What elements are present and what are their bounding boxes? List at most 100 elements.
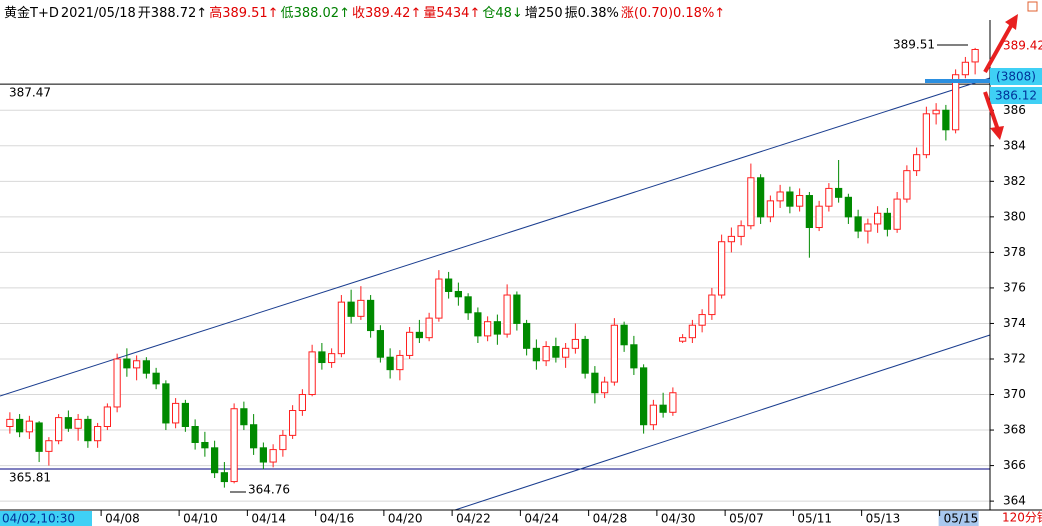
x-tick-label: 04/30 xyxy=(661,512,696,526)
header-field: 黄金T+D xyxy=(4,6,59,21)
y-tick-label: 382 xyxy=(1003,174,1026,188)
candle-body xyxy=(318,351,326,364)
candle-body xyxy=(766,200,774,218)
arrow-down-head xyxy=(990,126,1004,140)
candle-body xyxy=(854,216,862,232)
candle-body xyxy=(893,198,901,230)
candle-body xyxy=(874,212,882,225)
candle-body xyxy=(84,418,92,442)
candle-body xyxy=(396,354,404,371)
x-tick-label: 04/22 xyxy=(456,512,491,526)
candle-body xyxy=(542,346,550,362)
candle-body xyxy=(240,408,248,426)
candle-body xyxy=(347,301,355,317)
x-tick-label: 04/24 xyxy=(524,512,559,526)
candle-body xyxy=(386,356,394,371)
y-tick-label: 376 xyxy=(1003,280,1026,294)
candle-body xyxy=(737,225,745,237)
arrow-down xyxy=(983,91,1000,131)
candle-body xyxy=(45,440,53,452)
header-field: 增250 xyxy=(524,6,563,21)
candle-body xyxy=(942,109,950,131)
x-tick-label: 04/14 xyxy=(251,512,286,526)
candle-body xyxy=(259,447,267,463)
header-field: 涨(0.70)0.18%↑ xyxy=(620,6,726,21)
candle-body xyxy=(513,294,521,324)
candle-body xyxy=(913,154,921,172)
candle-body xyxy=(883,212,891,230)
candle-body xyxy=(35,422,43,452)
arrow-up-head xyxy=(1005,14,1018,30)
cursor-price-box xyxy=(990,87,1042,104)
candle-body xyxy=(474,312,482,337)
candle-body xyxy=(571,338,579,349)
candle-body xyxy=(445,278,453,292)
candle-body xyxy=(123,358,131,369)
arrow-up xyxy=(983,23,1014,73)
header-field: 量5434↑ xyxy=(423,6,481,21)
x-tick-label: 05/07 xyxy=(729,512,764,526)
candle-body xyxy=(94,425,102,442)
candle-body xyxy=(601,381,609,394)
corner-icon xyxy=(1027,1,1038,12)
channel-upper xyxy=(0,77,991,397)
candle-body xyxy=(922,113,930,156)
candle-body xyxy=(191,425,199,443)
y-tick-label: 366 xyxy=(1003,458,1026,472)
candle-body xyxy=(113,358,121,408)
candle-body xyxy=(464,296,472,314)
candle-body xyxy=(971,48,979,63)
high-label: 389.51 xyxy=(893,38,935,52)
current-date-box xyxy=(938,511,979,526)
candle-body xyxy=(688,324,696,339)
candle-body xyxy=(308,351,316,396)
candle-body xyxy=(25,420,33,433)
candle-body xyxy=(679,337,687,342)
cursor-time-box xyxy=(0,511,92,526)
candle-body xyxy=(669,392,677,413)
candle-body xyxy=(747,177,755,227)
x-tick-label: 04/10 xyxy=(183,512,218,526)
candle-body xyxy=(250,424,258,449)
candle-body xyxy=(201,441,209,449)
y-tick-label: 374 xyxy=(1003,316,1026,330)
header-field: 2021/05/18 xyxy=(60,6,136,21)
candle-body xyxy=(367,299,375,332)
candle-body xyxy=(289,410,297,436)
candle-body xyxy=(152,372,160,385)
quote-header: 黄金T+D 2021/05/18 开388.72↑ 高389.51↑ 低388.02↑ 收… xyxy=(4,2,727,21)
candle-body xyxy=(805,195,813,229)
candle-body xyxy=(815,205,823,229)
candle-body xyxy=(649,404,657,426)
candle-body xyxy=(698,314,706,326)
candle-body xyxy=(415,331,423,339)
candle-body xyxy=(620,324,628,346)
x-tick-label: 04/08 xyxy=(105,512,140,526)
header-field: 收389.42↑ xyxy=(351,6,422,21)
y-tick-label: 370 xyxy=(1003,387,1026,401)
candle-body xyxy=(269,449,277,463)
candle-body xyxy=(659,404,667,413)
candle-body xyxy=(562,347,570,358)
candle-body xyxy=(74,418,82,429)
candle-body xyxy=(103,406,111,427)
x-tick-label: 05/15 xyxy=(944,512,979,526)
x-tick-label: 04/16 xyxy=(320,512,355,526)
candle-body xyxy=(328,353,336,364)
candle-body xyxy=(172,402,180,424)
period-label: 120分钟 xyxy=(1002,510,1042,525)
cursor-volume: (3808) xyxy=(996,70,1036,84)
candle-body xyxy=(786,191,794,207)
x-tick-label: 05/13 xyxy=(866,512,901,526)
cursor-volume-box xyxy=(990,68,1042,85)
candle-body xyxy=(727,235,735,243)
candle-body xyxy=(552,346,560,358)
header-field: 仓48↓ xyxy=(482,6,523,21)
candle-body xyxy=(825,187,833,207)
candle-body xyxy=(532,347,540,362)
last-price: 389.42 xyxy=(1003,39,1042,53)
candle-body xyxy=(835,187,843,198)
channel-lower xyxy=(454,334,991,511)
candle-body xyxy=(435,278,443,319)
y-tick-label: 386 xyxy=(1003,103,1026,117)
